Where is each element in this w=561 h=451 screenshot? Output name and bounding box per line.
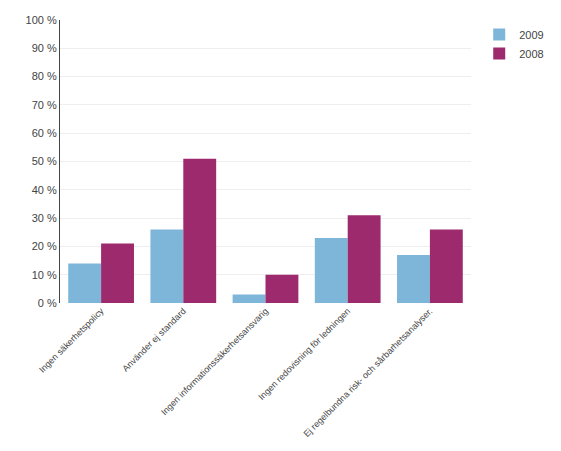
svg-text:90 %: 90 % bbox=[32, 42, 57, 54]
svg-text:20 %: 20 % bbox=[32, 240, 57, 252]
svg-text:Ingen informationssäkerhetsans: Ingen informationssäkerhetsansvarig bbox=[159, 306, 270, 417]
svg-text:100 %: 100 % bbox=[26, 14, 57, 26]
svg-text:60 %: 60 % bbox=[32, 127, 57, 139]
svg-text:10 %: 10 % bbox=[32, 269, 57, 281]
svg-text:2008: 2008 bbox=[519, 48, 543, 60]
svg-text:50 %: 50 % bbox=[32, 155, 57, 167]
svg-text:2009: 2009 bbox=[519, 29, 543, 41]
svg-text:70 %: 70 % bbox=[32, 99, 57, 111]
svg-text:0 %: 0 % bbox=[38, 297, 57, 309]
svg-text:40 %: 40 % bbox=[32, 184, 57, 196]
svg-text:Ingen säkerhetspolicy: Ingen säkerhetspolicy bbox=[37, 306, 106, 375]
svg-text:80 %: 80 % bbox=[32, 70, 57, 82]
svg-text:Använder ej standard: Använder ej standard bbox=[120, 306, 188, 374]
svg-text:Ej regelbundna risk- och sårba: Ej regelbundna risk- och sårbarhetsanaly… bbox=[301, 306, 434, 439]
svg-text:30 %: 30 % bbox=[32, 212, 57, 224]
svg-text:Ingen redovisning för ledninge: Ingen redovisning för ledningen bbox=[256, 306, 352, 402]
